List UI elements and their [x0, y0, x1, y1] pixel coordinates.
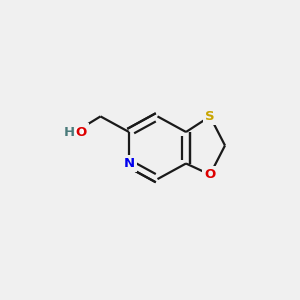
Text: N: N: [123, 157, 135, 170]
Text: O: O: [204, 168, 216, 181]
Text: S: S: [205, 110, 215, 123]
Text: HO: HO: [64, 125, 86, 139]
Text: H: H: [63, 125, 75, 139]
Text: O: O: [75, 125, 87, 139]
